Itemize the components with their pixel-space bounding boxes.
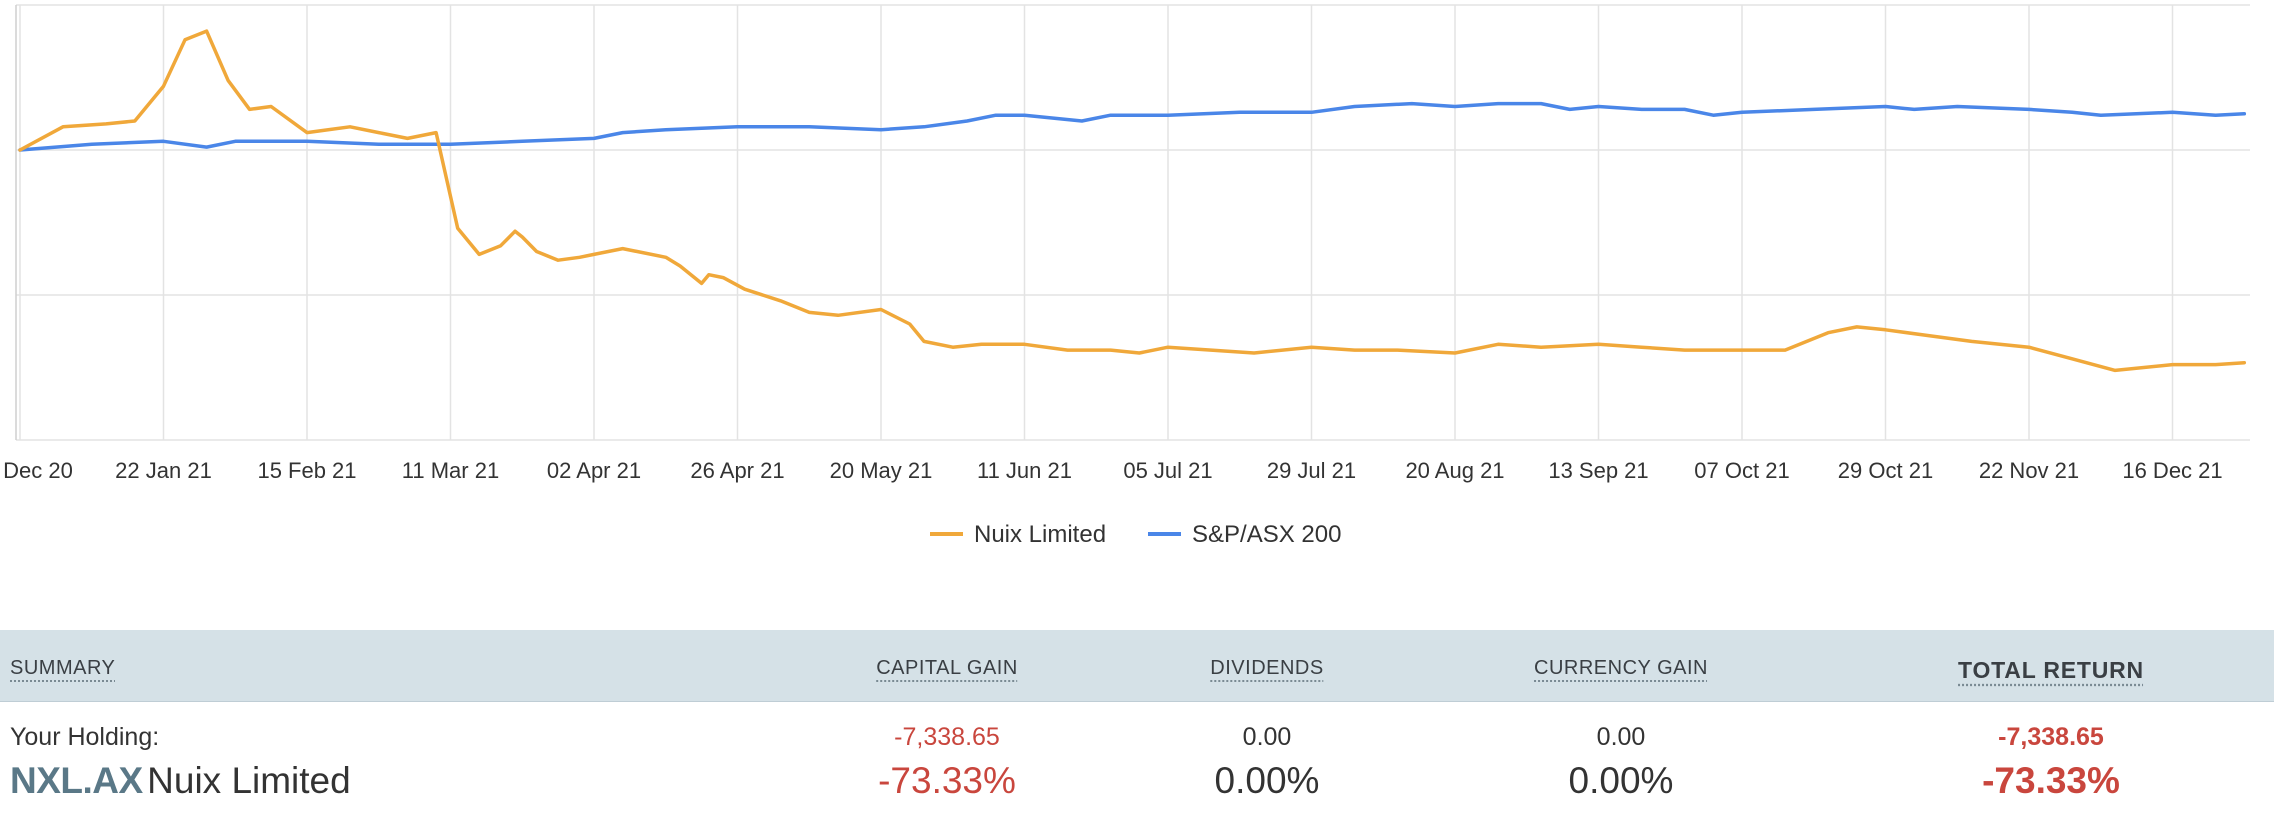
currency-gain-header[interactable]: CURRENCY GAIN: [1534, 657, 1708, 679]
x-tick-label: 22 Jan 21: [115, 458, 212, 483]
x-axis-ticks: Dec 20 22 Jan 21 15 Feb 21 11 Mar 21 02 Apr …: [3, 458, 2223, 483]
x-tick-label: 07 Oct 21: [1694, 458, 1789, 483]
legend-item[interactable]: S&P/ASX 200: [1148, 521, 1341, 548]
total-return-amount: -7,338.65: [1998, 723, 2104, 751]
series-line-s-p-asx-200[interactable]: [18, 101, 2247, 152]
dividends-header[interactable]: DIVIDENDS: [1210, 657, 1324, 679]
x-tick-label: 20 Aug 21: [1405, 458, 1504, 483]
summary-table: SUMMARY CAPITAL GAIN DIVIDENDS CURRENCY …: [0, 630, 2274, 828]
dividends-amount: 0.00: [1242, 723, 1292, 751]
holding-name: NXL.AX Nuix Limited: [10, 760, 351, 802]
ticker-symbol[interactable]: NXL.AX: [10, 760, 143, 801]
x-tick-label: 16 Dec 21: [2122, 458, 2222, 483]
chart-series: [18, 29, 2247, 373]
x-tick-label: 26 Apr 21: [690, 458, 784, 483]
x-tick-label: 20 May 21: [830, 458, 933, 483]
x-tick-label: 29 Oct 21: [1838, 458, 1933, 483]
currency-gain-percent: 0.00%: [1568, 760, 1674, 801]
company-name: Nuix Limited: [147, 760, 351, 801]
x-tick-label: Dec 20: [3, 458, 73, 483]
x-tick-label: 15 Feb 21: [257, 458, 356, 483]
x-tick-label: 02 Apr 21: [547, 458, 641, 483]
x-tick-label: 11 Mar 21: [402, 458, 499, 483]
performance-chart: Dec 20 22 Jan 21 15 Feb 21 11 Mar 21 02 Apr …: [3, 4, 2250, 548]
total-return-percent: -73.33%: [1982, 760, 2120, 801]
legend-label: Nuix Limited: [974, 521, 1106, 548]
series-line-nuix-limited[interactable]: [18, 29, 2247, 373]
x-tick-label: 11 Jun 21: [977, 458, 1072, 483]
total-return-header[interactable]: TOTAL RETURN: [1958, 657, 2144, 683]
legend-label: S&P/ASX 200: [1192, 521, 1341, 548]
summary-header[interactable]: SUMMARY: [10, 657, 116, 679]
x-tick-label: 05 Jul 21: [1123, 458, 1212, 483]
chart-legend[interactable]: Nuix Limited S&P/ASX 200: [930, 521, 1341, 548]
capital-gain-header[interactable]: CAPITAL GAIN: [876, 657, 1018, 679]
x-tick-label: 29 Jul 21: [1267, 458, 1356, 483]
holding-label: Your Holding:: [10, 723, 160, 751]
legend-item[interactable]: Nuix Limited: [930, 521, 1106, 548]
summary-header-row: SUMMARY CAPITAL GAIN DIVIDENDS CURRENCY …: [0, 630, 2274, 702]
x-tick-label: 22 Nov 21: [1979, 458, 2079, 483]
capital-gain-amount: -7,338.65: [894, 723, 1000, 751]
capital-gain-percent: -73.33%: [878, 760, 1016, 801]
x-tick-label: 13 Sep 21: [1548, 458, 1648, 483]
dividends-percent: 0.00%: [1214, 760, 1320, 801]
chart-grid: [15, 4, 2250, 441]
currency-gain-amount: 0.00: [1596, 723, 1646, 751]
